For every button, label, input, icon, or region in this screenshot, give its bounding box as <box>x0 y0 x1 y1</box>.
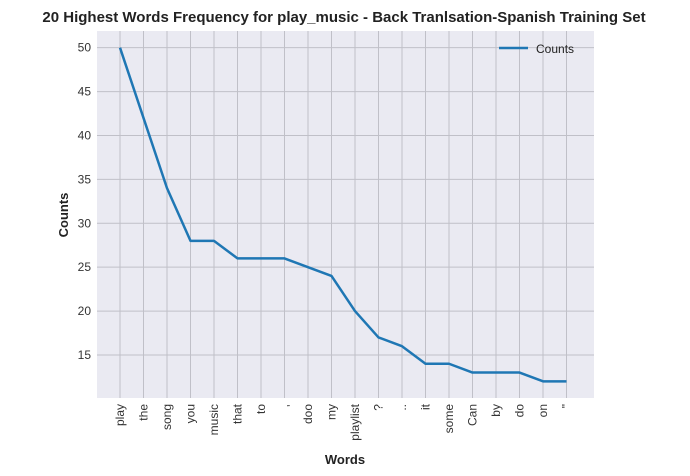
y-tick-label: 35 <box>78 172 92 186</box>
y-tick-label: 30 <box>78 216 92 230</box>
x-tick-label: " <box>560 404 574 408</box>
legend: Counts <box>499 42 574 56</box>
x-tick-label: ? <box>372 404 386 411</box>
x-tick-label: music <box>207 404 221 435</box>
x-tick-label: to <box>254 404 268 414</box>
x-tick-label: some <box>442 404 456 434</box>
series-line-counts <box>118 47 567 383</box>
x-tick-label: on <box>536 404 550 417</box>
chart-title: 20 Highest Words Frequency for play_musi… <box>42 9 645 26</box>
x-tick-label: , <box>278 404 292 407</box>
x-tick-label: .. <box>395 404 409 411</box>
y-tick-label: 25 <box>78 260 92 274</box>
y-tick-label: 15 <box>78 348 92 362</box>
x-tick-label: my <box>325 404 339 420</box>
y-tick-label: 40 <box>78 128 92 142</box>
x-tick-label: by <box>489 404 503 417</box>
x-tick-label: you <box>184 404 198 423</box>
x-tick-label: the <box>137 404 151 421</box>
x-tick-label: that <box>231 403 245 424</box>
y-tick-label: 45 <box>78 85 92 99</box>
legend-label-counts: Counts <box>536 42 574 56</box>
y-tick-label: 50 <box>78 41 92 55</box>
x-axis-ticks: play the song you music that to, doo my playlist?… <box>113 403 574 440</box>
x-tick-label: play <box>113 404 127 426</box>
x-tick-label: Can <box>466 404 480 426</box>
x-tick-label: doo <box>301 404 315 424</box>
x-tick-label: do <box>513 404 527 418</box>
x-tick-label: song <box>160 404 174 430</box>
x-axis-label: Words <box>325 452 365 467</box>
y-axis-ticks: 15 20 25 30 35 40 45 50 <box>78 41 92 362</box>
y-axis-label: Counts <box>56 193 71 238</box>
x-tick-label: playlist <box>348 403 362 440</box>
x-tick-label: it <box>419 403 433 410</box>
y-tick-label: 20 <box>78 304 92 318</box>
series-lines <box>118 47 567 383</box>
